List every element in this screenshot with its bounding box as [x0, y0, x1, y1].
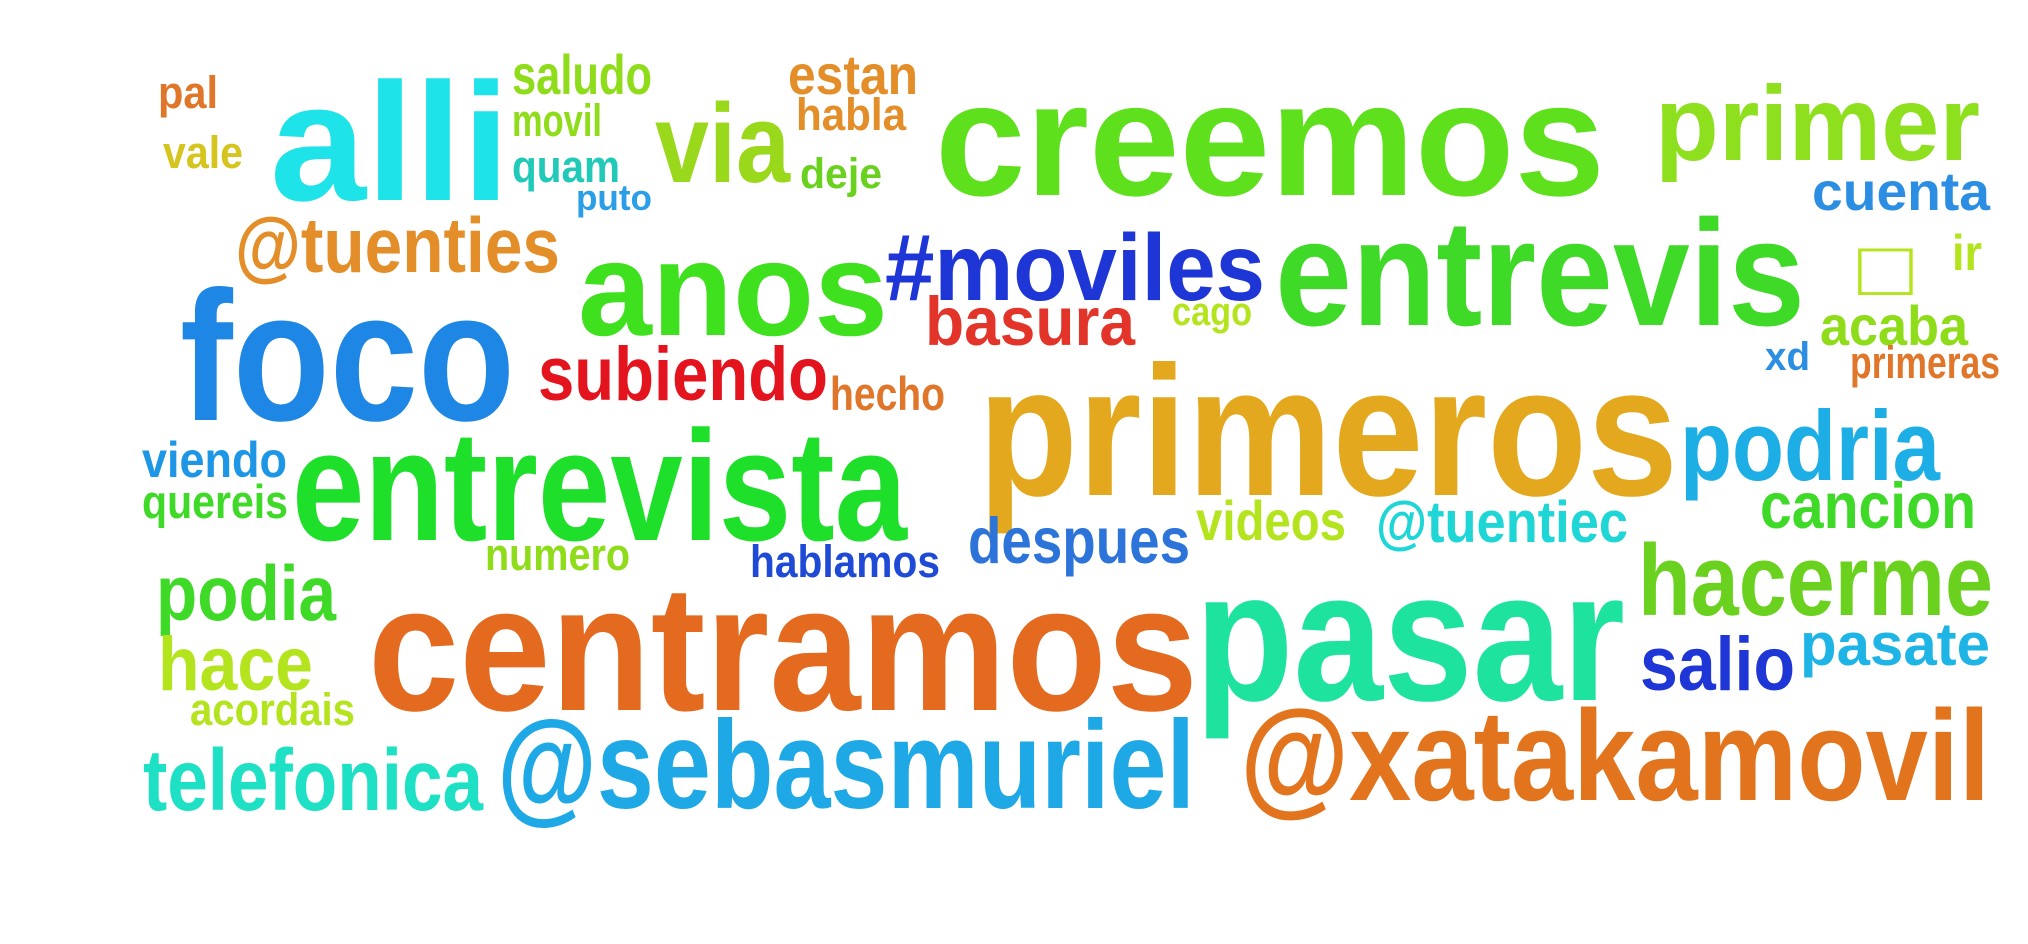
word-27: hecho	[830, 367, 945, 420]
word-9: via	[655, 81, 791, 206]
word-22: cago	[1172, 290, 1252, 334]
word-26: subiendo	[538, 332, 828, 417]
word-46: acordais	[190, 684, 355, 735]
word-2: vale	[163, 127, 243, 178]
word-13: cuenta	[1812, 162, 1991, 222]
word-11: creemos	[935, 49, 1605, 230]
word-19: ir	[1952, 225, 1982, 281]
word-18: □	[1858, 224, 1913, 312]
word-17: entrevis	[1275, 188, 1805, 357]
word-33: cancion	[1760, 469, 1976, 542]
word-39: hacerme	[1638, 525, 1993, 637]
word-35: @tuentiec	[1376, 490, 1628, 555]
word-12: primer	[1655, 65, 1980, 183]
word-30: viendo	[142, 432, 287, 488]
word-23: acaba	[1820, 294, 1969, 357]
word-36: despues	[968, 504, 1190, 577]
word-42: pasar	[1195, 534, 1625, 740]
word-43: hace	[158, 622, 313, 707]
word-5: quam	[512, 141, 620, 192]
word-10: deje	[800, 150, 882, 198]
word-14: @tuenties	[235, 201, 560, 289]
word-6: puto	[576, 177, 652, 218]
word-47: @xatakamovil	[1240, 684, 1990, 828]
word-44: salio	[1640, 622, 1795, 707]
word-38: hablamos	[750, 536, 940, 587]
word-29: podria	[1680, 390, 1941, 501]
word-45: pasate	[1800, 611, 1990, 678]
word-31: entrevista	[292, 399, 908, 574]
word-40: podia	[156, 549, 337, 637]
word-3: saludo	[512, 43, 652, 106]
word-4: movil	[512, 95, 602, 146]
word-20: foco	[180, 254, 515, 460]
word-49: @sebasmuriel	[497, 696, 1195, 835]
word-34: videos	[1196, 489, 1346, 552]
word-1: pal	[158, 67, 218, 118]
word-41: centramos	[368, 548, 1198, 748]
word-28: primeros	[978, 329, 1678, 535]
word-7: estan	[788, 43, 918, 106]
word-15: anos	[578, 215, 888, 364]
word-0: alli	[270, 48, 510, 236]
word-37: numero	[485, 529, 630, 580]
word-48: telefonica	[143, 732, 484, 829]
word-25: primeras	[1850, 337, 2000, 388]
word-8: habla	[796, 89, 907, 140]
word-32: quereis	[142, 475, 288, 528]
word-24: xd	[1765, 335, 1810, 379]
word-21: basura	[925, 283, 1136, 360]
word-16: #moviles	[885, 215, 1265, 321]
